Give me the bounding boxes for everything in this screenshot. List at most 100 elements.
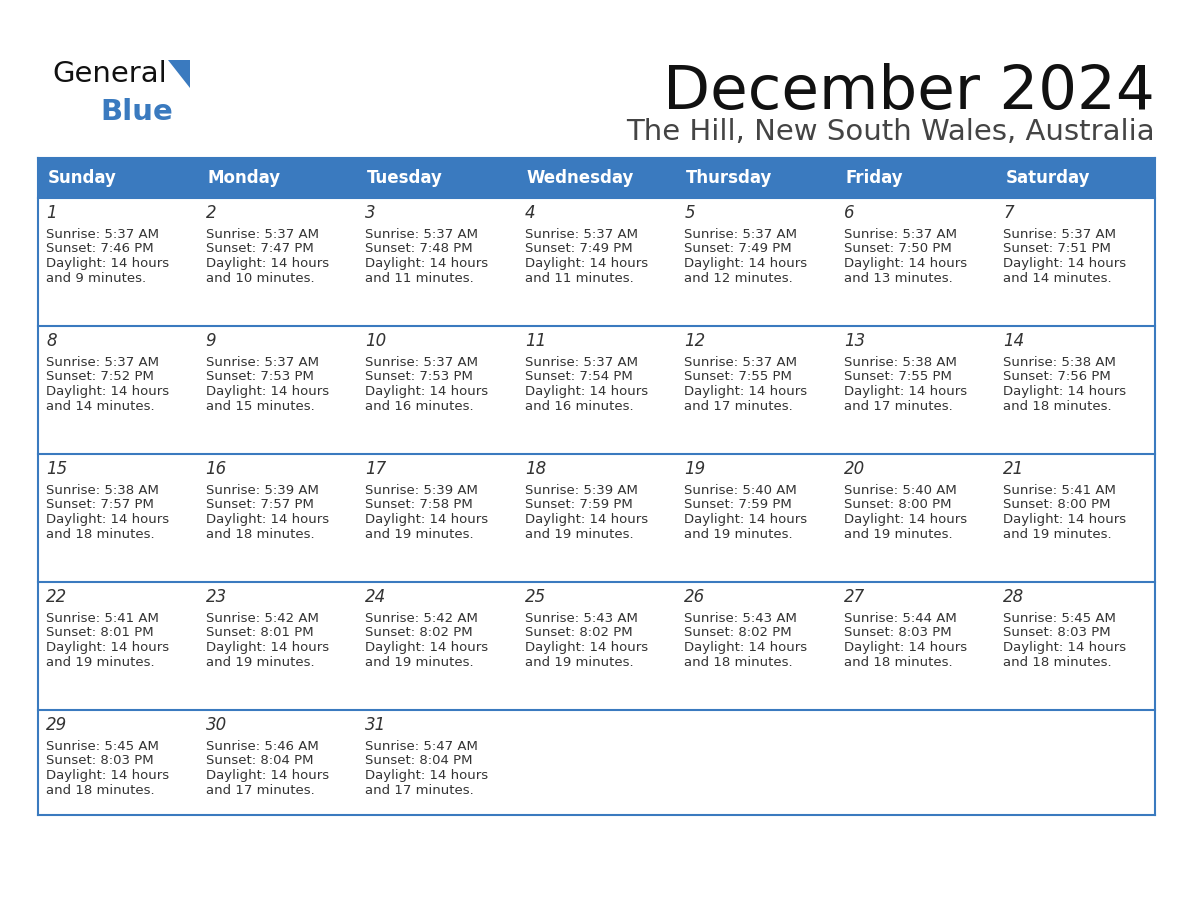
Text: Sunset: 7:53 PM: Sunset: 7:53 PM xyxy=(206,371,314,384)
Text: and 19 minutes.: and 19 minutes. xyxy=(684,528,792,541)
Bar xyxy=(38,326,1155,454)
Text: Sunset: 8:04 PM: Sunset: 8:04 PM xyxy=(365,755,473,767)
Text: and 18 minutes.: and 18 minutes. xyxy=(46,783,154,797)
Text: 26: 26 xyxy=(684,588,706,606)
Text: and 19 minutes.: and 19 minutes. xyxy=(525,655,633,668)
Text: Sunrise: 5:42 AM: Sunrise: 5:42 AM xyxy=(365,612,478,625)
Text: Sunrise: 5:37 AM: Sunrise: 5:37 AM xyxy=(843,228,956,241)
Text: Daylight: 14 hours: Daylight: 14 hours xyxy=(525,257,647,270)
Text: Sunrise: 5:41 AM: Sunrise: 5:41 AM xyxy=(1004,484,1117,497)
Text: 23: 23 xyxy=(206,588,227,606)
Text: Sunrise: 5:37 AM: Sunrise: 5:37 AM xyxy=(46,356,159,369)
Text: Sunrise: 5:42 AM: Sunrise: 5:42 AM xyxy=(206,612,318,625)
Text: Sunrise: 5:39 AM: Sunrise: 5:39 AM xyxy=(525,484,638,497)
Text: Daylight: 14 hours: Daylight: 14 hours xyxy=(206,513,329,526)
Text: Sunrise: 5:37 AM: Sunrise: 5:37 AM xyxy=(684,356,797,369)
Text: and 19 minutes.: and 19 minutes. xyxy=(206,655,314,668)
Text: Daylight: 14 hours: Daylight: 14 hours xyxy=(843,641,967,654)
Text: Daylight: 14 hours: Daylight: 14 hours xyxy=(365,769,488,782)
Text: and 18 minutes.: and 18 minutes. xyxy=(1004,655,1112,668)
Text: and 9 minutes.: and 9 minutes. xyxy=(46,272,146,285)
Text: Wednesday: Wednesday xyxy=(526,169,634,187)
Bar xyxy=(38,158,1155,198)
Text: Sunset: 8:01 PM: Sunset: 8:01 PM xyxy=(206,626,314,640)
Text: 24: 24 xyxy=(365,588,386,606)
Bar xyxy=(38,198,1155,326)
Text: Daylight: 14 hours: Daylight: 14 hours xyxy=(525,385,647,398)
Text: Sunrise: 5:40 AM: Sunrise: 5:40 AM xyxy=(843,484,956,497)
Text: and 18 minutes.: and 18 minutes. xyxy=(684,655,792,668)
Text: and 19 minutes.: and 19 minutes. xyxy=(525,528,633,541)
Text: Sunrise: 5:41 AM: Sunrise: 5:41 AM xyxy=(46,612,159,625)
Bar xyxy=(38,582,1155,710)
Text: 10: 10 xyxy=(365,332,386,350)
Text: Sunrise: 5:38 AM: Sunrise: 5:38 AM xyxy=(1004,356,1117,369)
Text: 16: 16 xyxy=(206,460,227,478)
Text: Tuesday: Tuesday xyxy=(367,169,443,187)
Text: General: General xyxy=(52,60,166,88)
Text: 14: 14 xyxy=(1004,332,1025,350)
Text: Daylight: 14 hours: Daylight: 14 hours xyxy=(843,257,967,270)
Text: and 15 minutes.: and 15 minutes. xyxy=(206,399,315,412)
Text: Sunrise: 5:46 AM: Sunrise: 5:46 AM xyxy=(206,740,318,753)
Text: Daylight: 14 hours: Daylight: 14 hours xyxy=(365,513,488,526)
Text: Sunset: 7:55 PM: Sunset: 7:55 PM xyxy=(684,371,792,384)
Text: 25: 25 xyxy=(525,588,546,606)
Text: Sunrise: 5:39 AM: Sunrise: 5:39 AM xyxy=(206,484,318,497)
Text: Sunrise: 5:43 AM: Sunrise: 5:43 AM xyxy=(525,612,638,625)
Text: Daylight: 14 hours: Daylight: 14 hours xyxy=(843,513,967,526)
Text: Daylight: 14 hours: Daylight: 14 hours xyxy=(365,385,488,398)
Text: Sunset: 8:03 PM: Sunset: 8:03 PM xyxy=(843,626,952,640)
Text: Daylight: 14 hours: Daylight: 14 hours xyxy=(46,385,169,398)
Text: Sunrise: 5:37 AM: Sunrise: 5:37 AM xyxy=(525,356,638,369)
Text: and 17 minutes.: and 17 minutes. xyxy=(206,783,315,797)
Text: Daylight: 14 hours: Daylight: 14 hours xyxy=(206,385,329,398)
Text: Daylight: 14 hours: Daylight: 14 hours xyxy=(365,257,488,270)
Text: Sunset: 7:57 PM: Sunset: 7:57 PM xyxy=(206,498,314,511)
Text: 9: 9 xyxy=(206,332,216,350)
Text: 12: 12 xyxy=(684,332,706,350)
Text: Sunset: 8:04 PM: Sunset: 8:04 PM xyxy=(206,755,314,767)
Text: Daylight: 14 hours: Daylight: 14 hours xyxy=(206,641,329,654)
Text: 30: 30 xyxy=(206,716,227,734)
Text: and 16 minutes.: and 16 minutes. xyxy=(365,399,474,412)
Text: Sunrise: 5:37 AM: Sunrise: 5:37 AM xyxy=(365,356,478,369)
Text: Sunset: 8:03 PM: Sunset: 8:03 PM xyxy=(1004,626,1111,640)
Text: 17: 17 xyxy=(365,460,386,478)
Text: Daylight: 14 hours: Daylight: 14 hours xyxy=(1004,513,1126,526)
Text: and 12 minutes.: and 12 minutes. xyxy=(684,272,794,285)
Text: 27: 27 xyxy=(843,588,865,606)
Text: 28: 28 xyxy=(1004,588,1025,606)
Text: 29: 29 xyxy=(46,716,68,734)
Text: Daylight: 14 hours: Daylight: 14 hours xyxy=(525,513,647,526)
Text: and 16 minutes.: and 16 minutes. xyxy=(525,399,633,412)
Text: Sunset: 8:02 PM: Sunset: 8:02 PM xyxy=(365,626,473,640)
Text: 6: 6 xyxy=(843,204,854,222)
Text: Sunset: 7:47 PM: Sunset: 7:47 PM xyxy=(206,242,314,255)
Text: and 11 minutes.: and 11 minutes. xyxy=(525,272,633,285)
Text: Friday: Friday xyxy=(846,169,904,187)
Text: and 17 minutes.: and 17 minutes. xyxy=(843,399,953,412)
Text: Sunset: 8:02 PM: Sunset: 8:02 PM xyxy=(525,626,632,640)
Text: Sunrise: 5:37 AM: Sunrise: 5:37 AM xyxy=(365,228,478,241)
Text: Daylight: 14 hours: Daylight: 14 hours xyxy=(1004,257,1126,270)
Text: and 14 minutes.: and 14 minutes. xyxy=(46,399,154,412)
Text: Daylight: 14 hours: Daylight: 14 hours xyxy=(206,769,329,782)
Text: Monday: Monday xyxy=(208,169,280,187)
Text: and 19 minutes.: and 19 minutes. xyxy=(843,528,953,541)
Text: Sunset: 7:52 PM: Sunset: 7:52 PM xyxy=(46,371,154,384)
Text: December 2024: December 2024 xyxy=(663,63,1155,122)
Text: Daylight: 14 hours: Daylight: 14 hours xyxy=(46,641,169,654)
Text: Sunrise: 5:37 AM: Sunrise: 5:37 AM xyxy=(46,228,159,241)
Text: Sunrise: 5:37 AM: Sunrise: 5:37 AM xyxy=(206,356,318,369)
Text: Daylight: 14 hours: Daylight: 14 hours xyxy=(843,385,967,398)
Text: Sunset: 7:54 PM: Sunset: 7:54 PM xyxy=(525,371,632,384)
Text: Sunrise: 5:38 AM: Sunrise: 5:38 AM xyxy=(843,356,956,369)
Text: Sunset: 7:53 PM: Sunset: 7:53 PM xyxy=(365,371,473,384)
Text: Daylight: 14 hours: Daylight: 14 hours xyxy=(365,641,488,654)
Text: Sunset: 7:56 PM: Sunset: 7:56 PM xyxy=(1004,371,1111,384)
Text: and 13 minutes.: and 13 minutes. xyxy=(843,272,953,285)
Text: Daylight: 14 hours: Daylight: 14 hours xyxy=(684,385,808,398)
Text: Sunset: 7:57 PM: Sunset: 7:57 PM xyxy=(46,498,154,511)
Text: Sunrise: 5:43 AM: Sunrise: 5:43 AM xyxy=(684,612,797,625)
